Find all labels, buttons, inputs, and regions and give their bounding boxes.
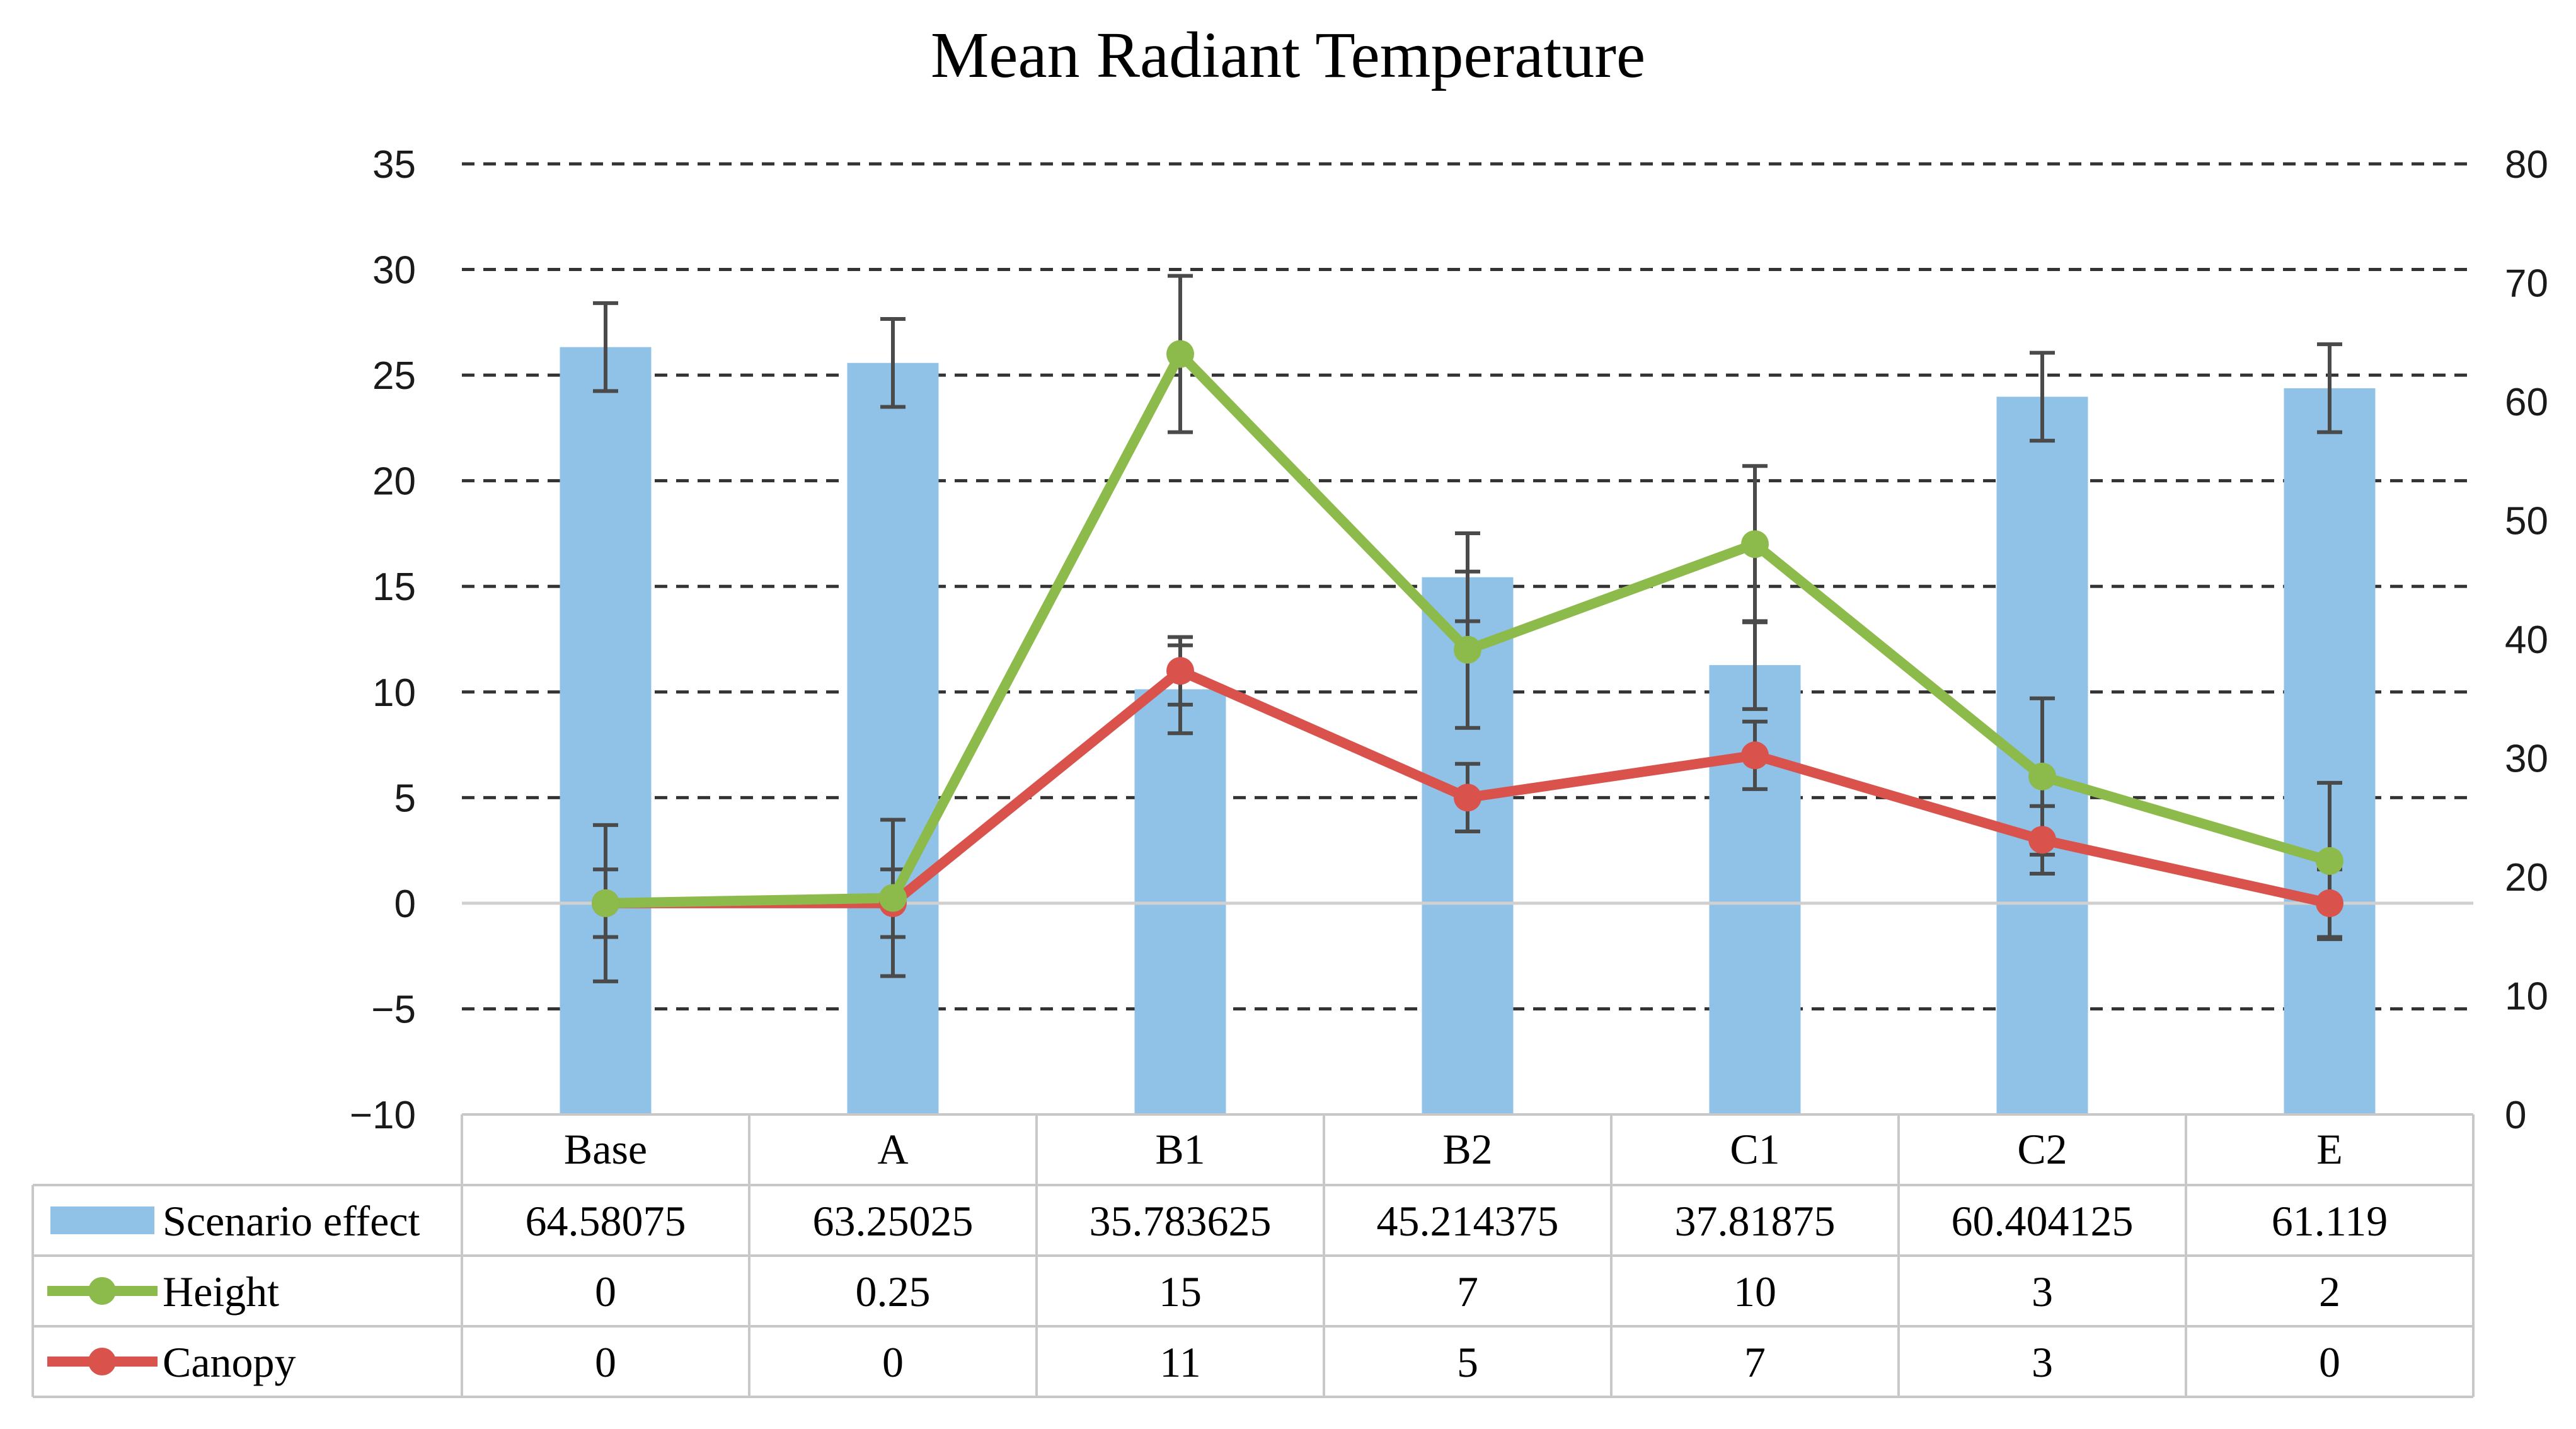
error-bar	[593, 301, 618, 393]
left-axis-tick-label: 30	[372, 249, 416, 292]
bar-E	[2284, 388, 2376, 1114]
bar-Base	[560, 347, 652, 1114]
table-cell: 5	[1457, 1338, 1478, 1386]
table-cell: 0	[882, 1338, 904, 1386]
gridlines	[462, 162, 2473, 1010]
right-axis-tick-label: 60	[2505, 381, 2548, 424]
right-axis: 80 70 60 50 40 30 20 10 0	[2505, 143, 2548, 1137]
table-cell: 63.25025	[813, 1197, 974, 1245]
legend-key-scenario-effect	[50, 1206, 154, 1234]
legend-label: Scenario effect	[163, 1197, 420, 1245]
table-cell: 3	[2032, 1338, 2053, 1386]
legend-label: Canopy	[163, 1338, 296, 1386]
legend-marker-canopy	[88, 1348, 116, 1375]
point-height-B2	[1454, 635, 1481, 664]
category-label: A	[877, 1125, 908, 1173]
right-axis-tick-label: 30	[2505, 738, 2548, 781]
error-bar	[880, 316, 906, 409]
point-height-B1	[1166, 340, 1194, 368]
table-cell: 7	[1457, 1268, 1478, 1316]
table-cell: 3	[2032, 1268, 2053, 1316]
data-table: Base A B1 B2 C1 C2 E Scenario effect 64.58075 63.…	[32, 1113, 2475, 1398]
left-axis-tick-label: 0	[394, 882, 416, 926]
right-axis-tick-label: 70	[2505, 262, 2548, 306]
table-cell: 0.25	[856, 1268, 931, 1316]
category-label: C2	[2017, 1125, 2067, 1173]
right-axis-tick-label: 40	[2505, 618, 2548, 662]
table-cell: 15	[1159, 1268, 1202, 1316]
category-label: C1	[1730, 1125, 1780, 1173]
left-axis-tick-label: 5	[394, 777, 416, 820]
table-cell: 10	[1734, 1268, 1776, 1316]
point-canopy-B2	[1454, 784, 1481, 812]
left-axis-tick-label: 10	[372, 671, 416, 715]
right-axis-tick-label: 80	[2505, 143, 2548, 187]
legend-marker-height	[88, 1277, 116, 1305]
point-canopy-B1	[1166, 657, 1194, 685]
table-cell: 61.119	[2272, 1197, 2388, 1245]
line-series	[592, 274, 2343, 983]
category-label: E	[2316, 1125, 2343, 1173]
category-label: B2	[1442, 1125, 1492, 1173]
left-axis-tick-label: 35	[372, 143, 416, 187]
table-cell: 37.81875	[1675, 1197, 1836, 1245]
left-axis-tick-label: −10	[350, 1094, 416, 1137]
left-axis-tick-label: 20	[372, 460, 416, 504]
point-height-A	[879, 884, 907, 912]
point-canopy-E	[2316, 889, 2343, 917]
right-axis-tick-label: 10	[2505, 975, 2548, 1019]
left-axis-tick-label: −5	[371, 988, 416, 1031]
table-cell: 0	[2319, 1338, 2340, 1386]
legend-label: Height	[163, 1268, 279, 1316]
table-cell: 45.214375	[1377, 1197, 1559, 1245]
right-axis-tick-label: 0	[2505, 1094, 2526, 1137]
right-axis-tick-label: 20	[2505, 856, 2548, 900]
error-bar	[2317, 342, 2342, 434]
table-cell: 2	[2319, 1268, 2340, 1316]
point-canopy-C1	[1741, 741, 1769, 770]
category-label: Base	[564, 1125, 647, 1173]
category-label: B1	[1155, 1125, 1205, 1173]
point-height-E	[2316, 847, 2343, 875]
table-cell: 7	[1744, 1338, 1766, 1386]
bar-A	[847, 362, 939, 1114]
right-axis-tick-label: 50	[2505, 500, 2548, 543]
left-axis-tick-label: 25	[372, 354, 416, 398]
point-canopy-C2	[2028, 826, 2056, 854]
table-cell: 0	[595, 1338, 616, 1386]
left-axis: 35 30 25 20 15 10 5 0 −5 −10	[350, 143, 416, 1137]
left-axis-tick-label: 15	[372, 565, 416, 609]
point-height-C2	[2028, 762, 2056, 790]
chart-title: Mean Radiant Temperature	[931, 19, 1645, 91]
error-bar	[2030, 350, 2055, 443]
point-height-Base	[592, 889, 619, 917]
table-cell: 60.404125	[1952, 1197, 2134, 1245]
table-cell: 11	[1159, 1338, 1200, 1386]
table-cell: 64.58075	[526, 1197, 686, 1245]
table-cell: 0	[595, 1268, 616, 1316]
point-height-C1	[1741, 530, 1769, 558]
table-cell: 35.783625	[1090, 1197, 1272, 1245]
